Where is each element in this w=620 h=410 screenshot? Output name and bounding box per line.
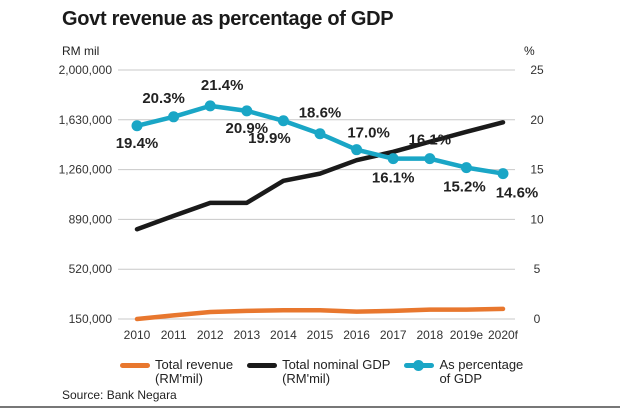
data-point — [460, 162, 472, 174]
left-tick-label: 1,260,000 — [59, 163, 113, 177]
data-point — [314, 128, 326, 140]
data-point — [204, 100, 216, 112]
legend-swatch-percentage — [404, 360, 435, 371]
right-tick-label: 25 — [530, 63, 544, 77]
x-tick-label: 2012 — [197, 328, 224, 342]
data-point — [131, 120, 143, 132]
legend-swatch-revenue — [120, 363, 150, 368]
right-tick-label: 10 — [530, 212, 544, 226]
right-tick-label: 15 — [530, 163, 544, 177]
right-tick-label: 0 — [534, 312, 541, 326]
x-tick-label: 2016 — [343, 328, 370, 342]
data-label: 20.9% — [226, 120, 269, 137]
legend-item-revenue: Total revenue (RM'mil) — [120, 358, 233, 386]
legend-swatch-gdp — [247, 363, 278, 368]
legend: Total revenue (RM'mil) Total nominal GDP(… — [120, 358, 560, 386]
x-tick-label: 2020f — [488, 328, 519, 342]
data-point — [424, 153, 436, 165]
legend-label: of GDP — [439, 371, 483, 386]
chart-title: Govt revenue as percentage of GDP — [62, 8, 394, 30]
data-point — [277, 115, 289, 127]
series-line-1 — [134, 120, 506, 232]
legend-item-percentage: As percentage of GDP — [404, 358, 523, 386]
legend-label: Total nominal GDP — [282, 357, 391, 372]
legend-label: (RM'mil) — [282, 371, 331, 386]
legend-label: Total revenue — [155, 357, 234, 372]
bottom-rule — [0, 406, 620, 408]
data-label: 15.2% — [443, 179, 486, 196]
x-tick-label: 2011 — [161, 328, 187, 342]
data-label: 20.3% — [142, 90, 185, 107]
data-label: 16.1% — [372, 170, 415, 187]
data-label: 16.1% — [409, 132, 452, 149]
data-point — [168, 111, 180, 123]
left-tick-label: 520,000 — [69, 262, 113, 276]
left-axis-label: RM mil — [62, 44, 100, 58]
right-tick-label: 20 — [530, 113, 544, 127]
data-point — [497, 168, 509, 180]
x-tick-label: 2018 — [416, 328, 443, 342]
legend-label: (RM'mil) — [155, 371, 203, 386]
left-tick-label: 1,630,000 — [59, 113, 113, 127]
x-tick-label: 2015 — [307, 328, 334, 342]
left-tick-label: 890,000 — [69, 212, 113, 226]
x-tick-label: 2010 — [124, 328, 151, 342]
x-tick-label: 2019e — [450, 328, 484, 342]
legend-label: As percentage — [439, 357, 524, 372]
left-tick-label: 150,000 — [69, 312, 113, 326]
left-tick-label: 2,000,000 — [59, 63, 113, 77]
data-label: 18.6% — [299, 105, 342, 122]
x-tick-label: 2017 — [380, 328, 407, 342]
data-point — [241, 105, 253, 117]
data-point — [351, 144, 363, 156]
right-axis-label: % — [524, 44, 535, 58]
right-tick-label: 5 — [534, 262, 541, 276]
data-label: 21.4% — [201, 77, 244, 94]
series-line-0 — [134, 306, 506, 322]
source-note: Source: Bank Negara — [62, 388, 177, 402]
legend-item-gdp: Total nominal GDP (RM'mil) — [247, 358, 390, 386]
x-tick-label: 2013 — [233, 328, 260, 342]
data-label: 14.6% — [496, 185, 539, 202]
data-label: 19.9% — [248, 130, 291, 147]
x-tick-label: 2014 — [270, 328, 297, 342]
data-label: 19.4% — [116, 135, 159, 152]
data-point — [387, 153, 399, 165]
data-label: 17.0% — [347, 125, 390, 142]
